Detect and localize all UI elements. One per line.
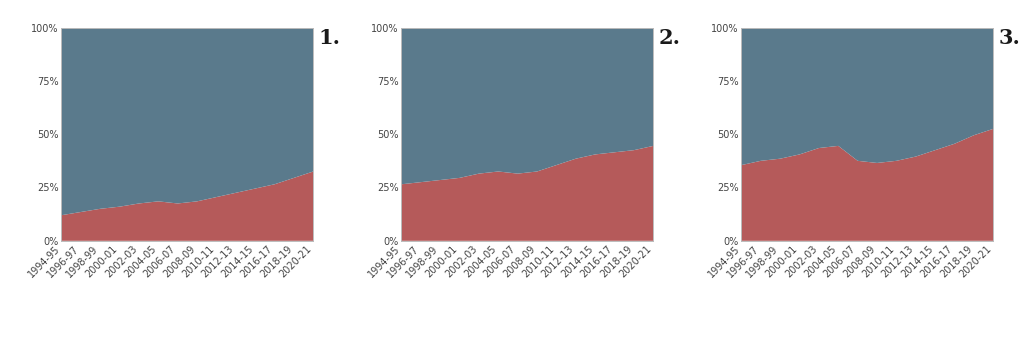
Text: 1.: 1. <box>318 28 340 47</box>
Text: 2.: 2. <box>658 28 680 47</box>
Text: 3.: 3. <box>998 28 1020 47</box>
